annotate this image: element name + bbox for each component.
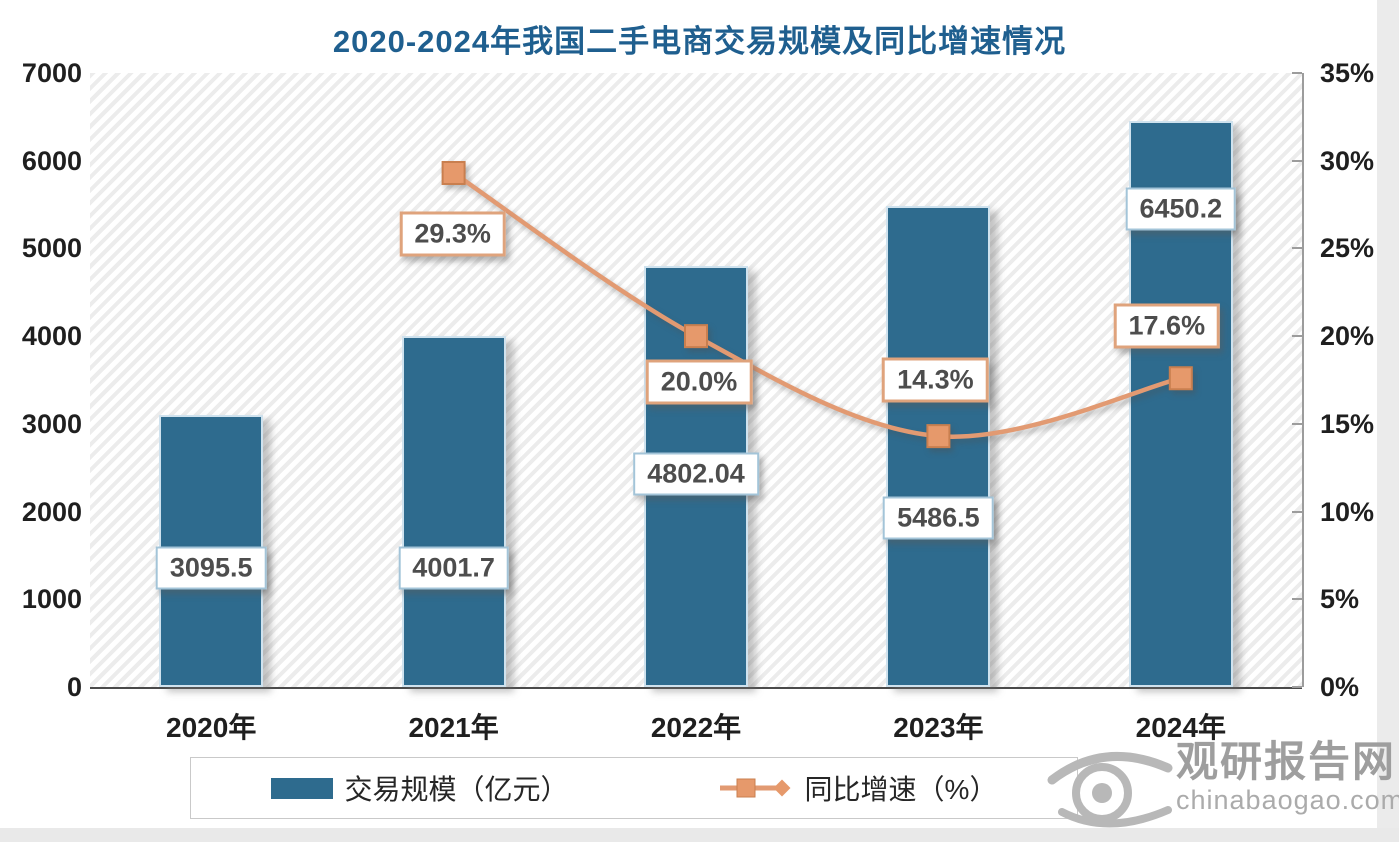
right-axis-tick-label: 30% — [1320, 145, 1375, 176]
watermark-name: 观研报告网 — [1176, 738, 1397, 785]
right-axis-tick-mark — [1292, 598, 1302, 601]
left-axis-tick-label: 4000 — [21, 321, 82, 352]
line-marker-2021年 — [441, 160, 466, 185]
bar-value-label: 5486.5 — [883, 496, 994, 540]
x-axis-label-2020年: 2020年 — [166, 712, 257, 743]
legend: 交易规模（亿元） 同比增速（%） — [190, 757, 1078, 819]
right-axis-tick-mark — [1292, 247, 1302, 250]
bar-value-label: 4001.7 — [398, 546, 509, 590]
x-axis-label-2024年: 2024年 — [1135, 712, 1226, 743]
left-axis-tick-label: 2000 — [21, 496, 82, 527]
chart-title: 2020-2024年我国二手电商交易规模及同比增速情况 — [332, 24, 1067, 59]
plot-area: 3095.5 4001.7 4802.04 5486.5 6450.2 29.3% 20.0… — [90, 73, 1302, 689]
watermark: 观研报告网 chinabaogao.com — [1046, 738, 1399, 834]
line-series-swatch-icon — [719, 775, 793, 801]
right-axis-tick-mark — [1292, 159, 1302, 162]
line-marker-2024年 — [1168, 366, 1193, 391]
x-axis-label-2022年: 2022年 — [650, 712, 742, 743]
growth-value-label: 20.0% — [645, 359, 753, 405]
right-axis-tick-label: 15% — [1320, 408, 1375, 439]
bar-value-label: 3095.5 — [155, 546, 267, 590]
growth-line — [452, 171, 1182, 439]
right-axis-tick-label: 35% — [1320, 58, 1375, 88]
left-axis-tick-label: 6000 — [21, 145, 82, 176]
watermark-eye-icon — [1047, 751, 1173, 828]
legend-label-growth-rate: 同比增速（%） — [804, 774, 998, 805]
right-axis-tick-mark — [1292, 686, 1302, 688]
bar-series-swatch-icon — [270, 777, 333, 799]
right-axis-tick-mark — [1292, 510, 1302, 513]
bar-value-label: 4802.04 — [633, 452, 759, 496]
legend-label-transaction-scale: 交易规模（亿元） — [344, 774, 569, 805]
growth-value-label: 14.3% — [882, 357, 989, 403]
left-axis-tick-label: 1000 — [21, 584, 82, 615]
right-axis-tick-mark — [1292, 335, 1302, 338]
x-axis-label-2021年: 2021年 — [408, 712, 499, 743]
left-axis-tick-label: 3000 — [21, 408, 82, 439]
right-axis-tick-mark — [1292, 422, 1302, 425]
left-axis-tick-label: 7000 — [21, 58, 82, 88]
background-strip-bottom — [0, 828, 1399, 842]
left-axis-tick-label: 0 — [66, 672, 82, 702]
right-axis-line — [1302, 73, 1304, 687]
line-marker-2023年 — [926, 424, 951, 449]
legend-item-growth-rate: 同比增速（%） — [719, 768, 998, 808]
bar-2021年 — [401, 335, 506, 687]
right-axis-tick-mark — [1292, 72, 1302, 74]
right-axis-tick-label: 5% — [1320, 584, 1360, 615]
right-axis-tick-label: 25% — [1320, 233, 1375, 264]
right-axis-tick-label: 10% — [1320, 496, 1375, 527]
x-axis-label-2023年: 2023年 — [893, 712, 984, 743]
bar-value-label: 6450.2 — [1125, 187, 1237, 231]
right-axis-tick-label: 20% — [1320, 321, 1375, 352]
growth-value-label: 17.6% — [1113, 303, 1221, 349]
growth-line-layer — [441, 160, 1193, 449]
growth-value-label: 29.3% — [399, 211, 506, 257]
left-axis-tick-label: 5000 — [21, 233, 82, 264]
right-axis-tick-label: 0% — [1320, 672, 1360, 702]
watermark-domain: chinabaogao.com — [1176, 785, 1399, 816]
line-marker-2022年 — [684, 324, 708, 349]
legend-item-transaction-scale: 交易规模（亿元） — [270, 768, 569, 808]
background-strip-right — [1377, 0, 1399, 842]
